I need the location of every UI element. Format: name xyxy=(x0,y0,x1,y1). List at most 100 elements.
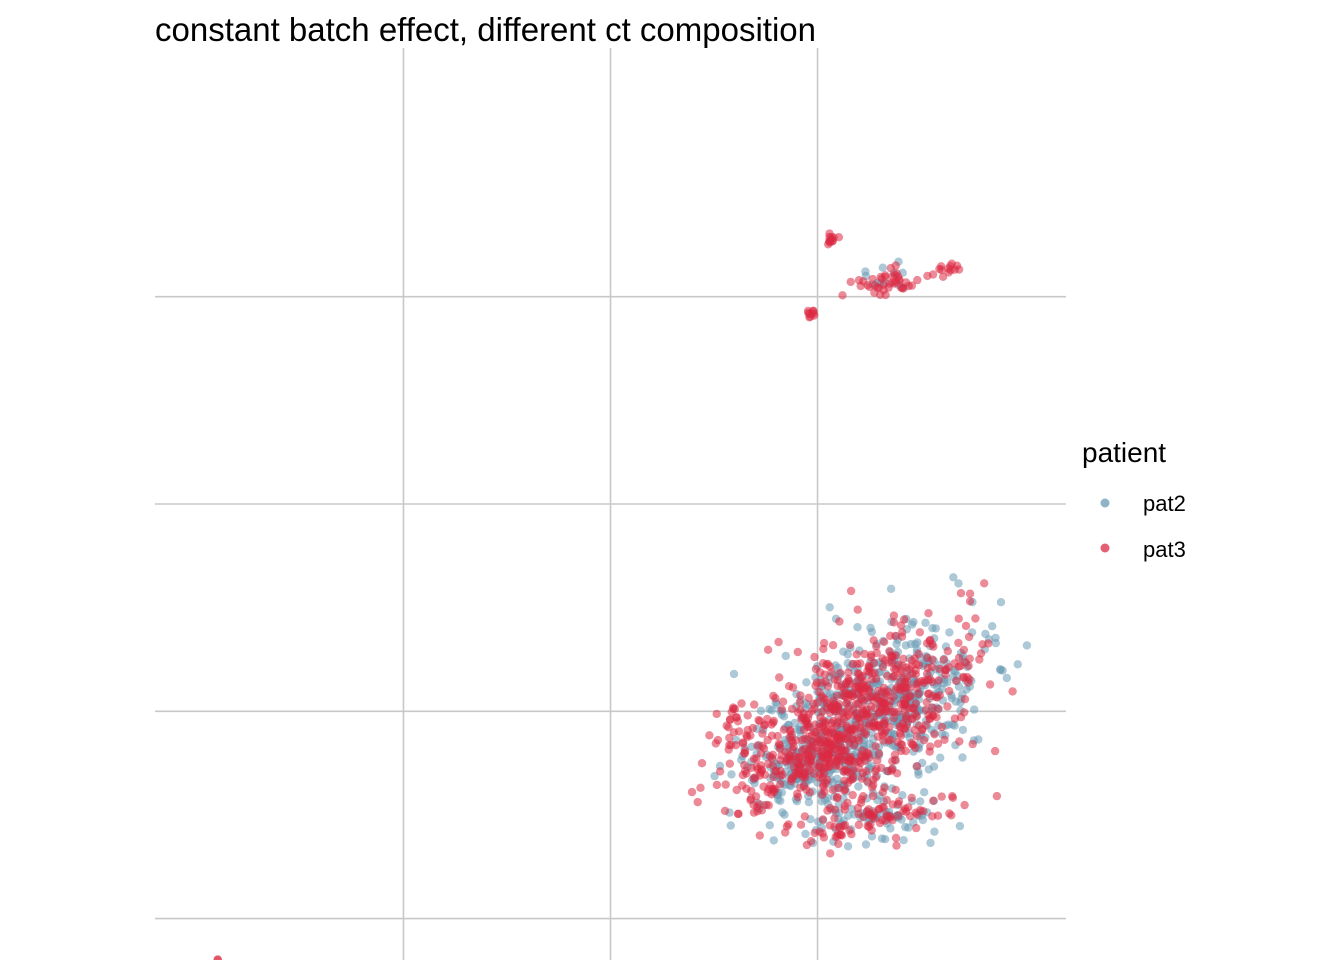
point-pat3 xyxy=(796,691,805,700)
point-pat3 xyxy=(811,681,820,690)
point-pat3 xyxy=(954,653,964,663)
point-pat3 xyxy=(945,686,954,696)
point-pat3 xyxy=(908,714,917,724)
point-pat3 xyxy=(862,807,872,816)
legend-item-pat3: pat3 xyxy=(1100,537,1186,562)
point-pat3 xyxy=(878,731,887,740)
point-pat2 xyxy=(780,810,789,819)
point-pat3 xyxy=(841,746,850,755)
point-pat3 xyxy=(948,793,958,802)
point-pat3 xyxy=(740,760,749,770)
point-pat3 xyxy=(858,746,867,755)
point-pat3 xyxy=(906,812,915,821)
point-pat3 xyxy=(871,742,880,751)
point-pat3 xyxy=(887,764,897,774)
point-pat3 xyxy=(818,790,827,799)
point-pat3 xyxy=(879,637,889,647)
point-pat3 xyxy=(696,783,705,792)
point-pat2 xyxy=(996,598,1006,607)
point-pat3 xyxy=(828,236,838,245)
point-pat3 xyxy=(899,654,908,663)
point-pat3 xyxy=(933,739,943,748)
point-pat3 xyxy=(781,747,790,757)
point-pat3 xyxy=(891,261,900,270)
point-pat3 xyxy=(941,665,950,674)
point-pat3 xyxy=(960,695,970,704)
point-pat3 xyxy=(755,771,765,780)
point-pat3 xyxy=(933,811,943,820)
point-pat3 xyxy=(738,738,748,747)
point-pat2 xyxy=(853,623,862,632)
point-pat3 xyxy=(778,697,788,706)
point-pat2 xyxy=(1022,641,1032,650)
point-pat3 xyxy=(812,734,821,744)
point-pat3 xyxy=(878,662,888,672)
point-pat3 xyxy=(956,713,966,722)
point-pat3 xyxy=(908,703,917,713)
point-pat3 xyxy=(851,699,861,708)
point-pat3 xyxy=(956,661,965,671)
point-pat3 xyxy=(895,275,904,284)
series-pat3 xyxy=(213,229,1017,960)
point-pat3 xyxy=(924,609,933,618)
point-pat3 xyxy=(932,713,941,722)
point-pat3 xyxy=(788,745,797,754)
point-pat3 xyxy=(878,788,888,797)
point-pat3 xyxy=(774,739,784,749)
point-pat3 xyxy=(883,671,892,681)
point-pat3 xyxy=(928,691,937,701)
point-pat2 xyxy=(930,827,939,836)
point-pat2 xyxy=(920,788,929,797)
point-pat3 xyxy=(826,849,835,858)
legend-title: patient xyxy=(1082,437,1166,468)
point-pat3 xyxy=(857,723,867,732)
point-pat3 xyxy=(787,704,797,714)
point-pat3 xyxy=(834,730,844,739)
point-pat3 xyxy=(806,837,816,846)
legend-item-pat2: pat2 xyxy=(1100,491,1186,516)
point-pat3 xyxy=(901,746,910,756)
point-pat3 xyxy=(888,272,897,281)
point-pat3 xyxy=(697,759,707,768)
point-pat2 xyxy=(825,603,834,612)
point-pat3 xyxy=(715,767,725,776)
point-pat3 xyxy=(807,742,816,752)
point-pat3 xyxy=(929,796,938,805)
point-pat3 xyxy=(782,755,792,764)
point-pat3 xyxy=(840,776,849,785)
point-pat3 xyxy=(888,757,897,766)
point-pat3 xyxy=(764,801,773,810)
point-pat3 xyxy=(858,680,867,689)
point-pat3 xyxy=(756,749,766,758)
point-pat3 xyxy=(887,652,897,661)
legend-label-pat2: pat2 xyxy=(1143,491,1186,516)
point-pat3 xyxy=(896,677,905,686)
point-pat3 xyxy=(946,261,955,271)
point-pat3 xyxy=(789,771,799,781)
point-pat3 xyxy=(889,618,899,627)
point-pat3 xyxy=(840,688,849,698)
point-pat3 xyxy=(891,631,900,641)
point-pat3 xyxy=(854,276,864,285)
point-pat3 xyxy=(904,281,913,291)
point-pat3 xyxy=(874,749,884,758)
point-pat3 xyxy=(784,682,794,691)
point-pat3 xyxy=(844,674,853,683)
point-pat2 xyxy=(804,798,814,807)
point-pat3 xyxy=(918,725,927,735)
point-pat3 xyxy=(767,731,777,740)
point-pat3 xyxy=(992,791,1002,801)
point-pat3 xyxy=(779,725,789,734)
point-pat2 xyxy=(996,665,1005,674)
point-pat3 xyxy=(868,274,877,284)
point-pat3 xyxy=(808,706,817,715)
point-pat2 xyxy=(1013,660,1022,669)
point-pat3 xyxy=(879,285,888,295)
point-pat3 xyxy=(939,655,948,664)
point-pat3 xyxy=(964,632,974,642)
point-pat3 xyxy=(928,270,938,279)
point-pat3 xyxy=(867,675,876,684)
point-pat3 xyxy=(799,781,809,790)
point-pat3 xyxy=(873,283,882,292)
point-pat3 xyxy=(821,695,830,704)
